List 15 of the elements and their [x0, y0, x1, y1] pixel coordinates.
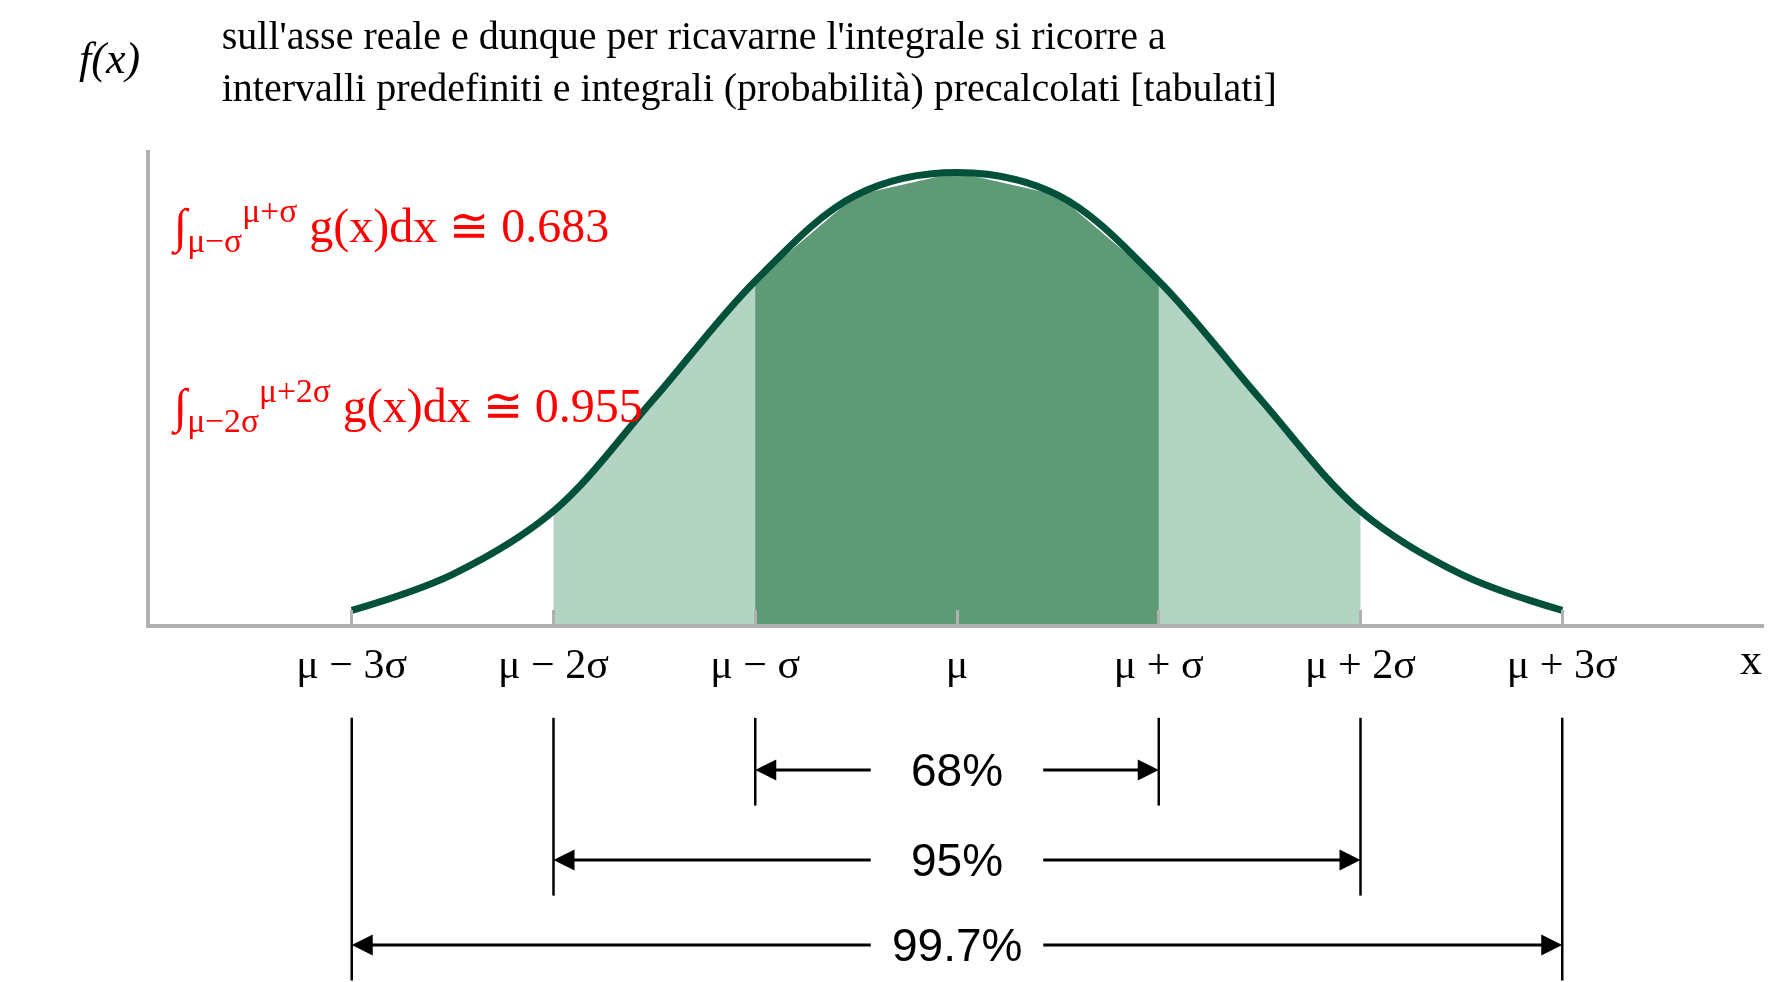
x-tick-label: μ + 2σ	[1305, 641, 1416, 688]
y-axis-title: f(x)	[79, 34, 141, 83]
x-tick-label: μ − 2σ	[498, 641, 609, 688]
text: 68%	[911, 744, 1004, 796]
text: 99.7%	[892, 919, 1023, 971]
x-tick-label: μ + 3σ	[1506, 641, 1618, 688]
x-tick-label: μ − σ	[710, 641, 801, 688]
x-tick-label: μ − 3σ	[296, 641, 408, 688]
annotation: ∫$_{μ−σ}$$^{μ+σ}$ g(x)dx ≅ 0.683	[171, 192, 610, 260]
x-tick-label: μ	[945, 641, 969, 688]
text: 95%	[911, 834, 1004, 886]
x-tick-label: μ + σ	[1113, 641, 1204, 688]
annotation: ∫$_{μ−2σ}$$^{μ+2σ}$ g(x)dx ≅ 0.955	[171, 372, 643, 440]
x-axis-title: x	[1740, 635, 1762, 684]
chart-title: sull'asse reale e dunque per ricavarne l'integrale si ricorre a intervalli predefiniti e integrali (probabilità) precalcolati [tabulati]	[221, 13, 1277, 111]
